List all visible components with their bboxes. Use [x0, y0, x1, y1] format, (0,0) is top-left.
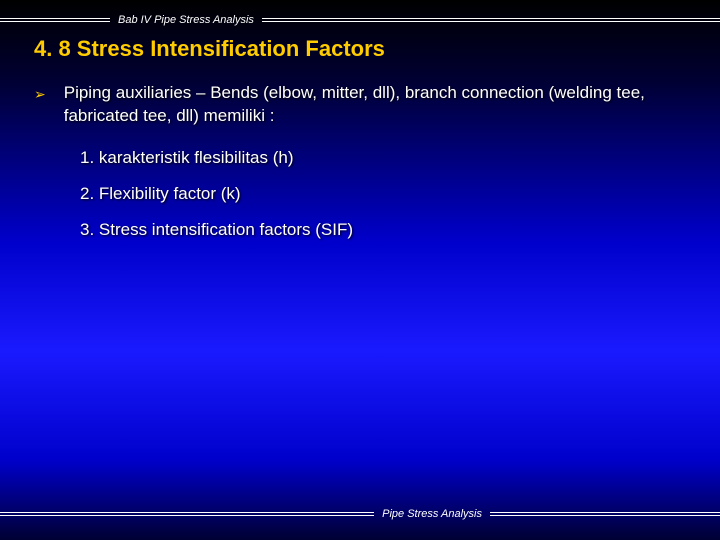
numbered-list: 1. karakteristik flesibilitas (h) 2. Fle…	[80, 148, 353, 256]
list-item: 3. Stress intensification factors (SIF)	[80, 220, 353, 240]
footer-rule-left	[0, 512, 374, 516]
footer-rule: Pipe Stress Analysis	[0, 508, 720, 520]
header-rule-left	[0, 18, 110, 22]
header-rule-right	[262, 18, 720, 22]
footer-label: Pipe Stress Analysis	[382, 508, 482, 520]
section-title: 4. 8 Stress Intensification Factors	[34, 36, 385, 62]
bullet-marker-icon: ➢	[34, 86, 46, 103]
list-item: 2. Flexibility factor (k)	[80, 184, 353, 204]
bullet-row: ➢ Piping auxiliaries – Bends (elbow, mit…	[34, 82, 690, 128]
bullet-text: Piping auxiliaries – Bends (elbow, mitte…	[64, 82, 690, 128]
list-item: 1. karakteristik flesibilitas (h)	[80, 148, 353, 168]
header-rule: Bab IV Pipe Stress Analysis	[0, 14, 720, 26]
footer-rule-right	[490, 512, 720, 516]
header-label: Bab IV Pipe Stress Analysis	[118, 14, 254, 26]
